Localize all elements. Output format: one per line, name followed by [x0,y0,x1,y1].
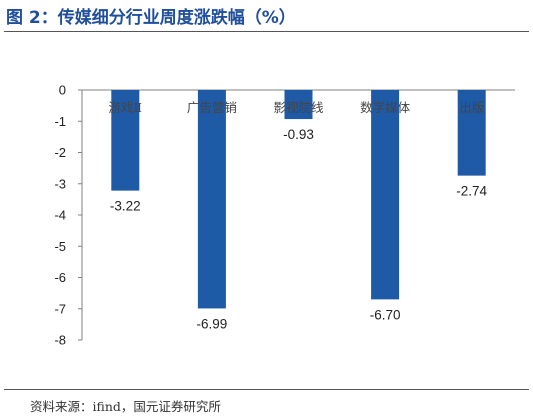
y-tick-label: 0 [59,83,66,98]
y-tick-label: -8 [54,333,66,348]
category-label: 游戏Ⅱ [109,100,143,115]
y-tick-label: -4 [54,208,66,223]
source-note: 资料来源：ifind，国元证券研究所 [30,399,221,414]
y-tick-label: -6 [54,270,66,285]
y-tick-label: -3 [54,176,66,191]
bar [197,90,226,309]
y-tick-label: -1 [54,114,66,129]
category-labels: 游戏Ⅱ 广告营销 影视院线 数字媒体 出版 [109,100,485,115]
y-tick-label: -7 [54,301,66,316]
category-label: 广告营销 [187,100,237,115]
figure-title: 图 2：传媒细分行业周度涨跌幅（%） [6,8,296,28]
y-axis: 0 -1 -2 -3 -4 -5 -6 -7 -8 [54,83,515,348]
y-tick-label: -5 [54,239,66,254]
bottom-divider [4,389,529,390]
bar [457,90,486,176]
bar [371,90,400,300]
bar [111,90,140,191]
category-label: 数字媒体 [360,100,411,115]
bars [111,90,486,309]
y-tick-label: -2 [54,145,66,160]
value-label: -2.74 [456,184,487,199]
category-label: 影视院线 [273,100,324,115]
value-labels: -3.22 -6.99 -0.93 -6.70 -2.74 [110,127,488,331]
bar-chart: 0 -1 -2 -3 -4 -5 -6 -7 -8 -3.22 -6.99 -0.93 -6.70 -2… [54,83,515,348]
value-label: -6.99 [197,316,228,331]
title-divider [4,31,529,32]
value-label: -0.93 [283,127,314,142]
category-label: 出版 [459,100,485,115]
value-label: -3.22 [110,199,141,214]
value-label: -6.70 [370,307,401,322]
bar [284,90,313,120]
